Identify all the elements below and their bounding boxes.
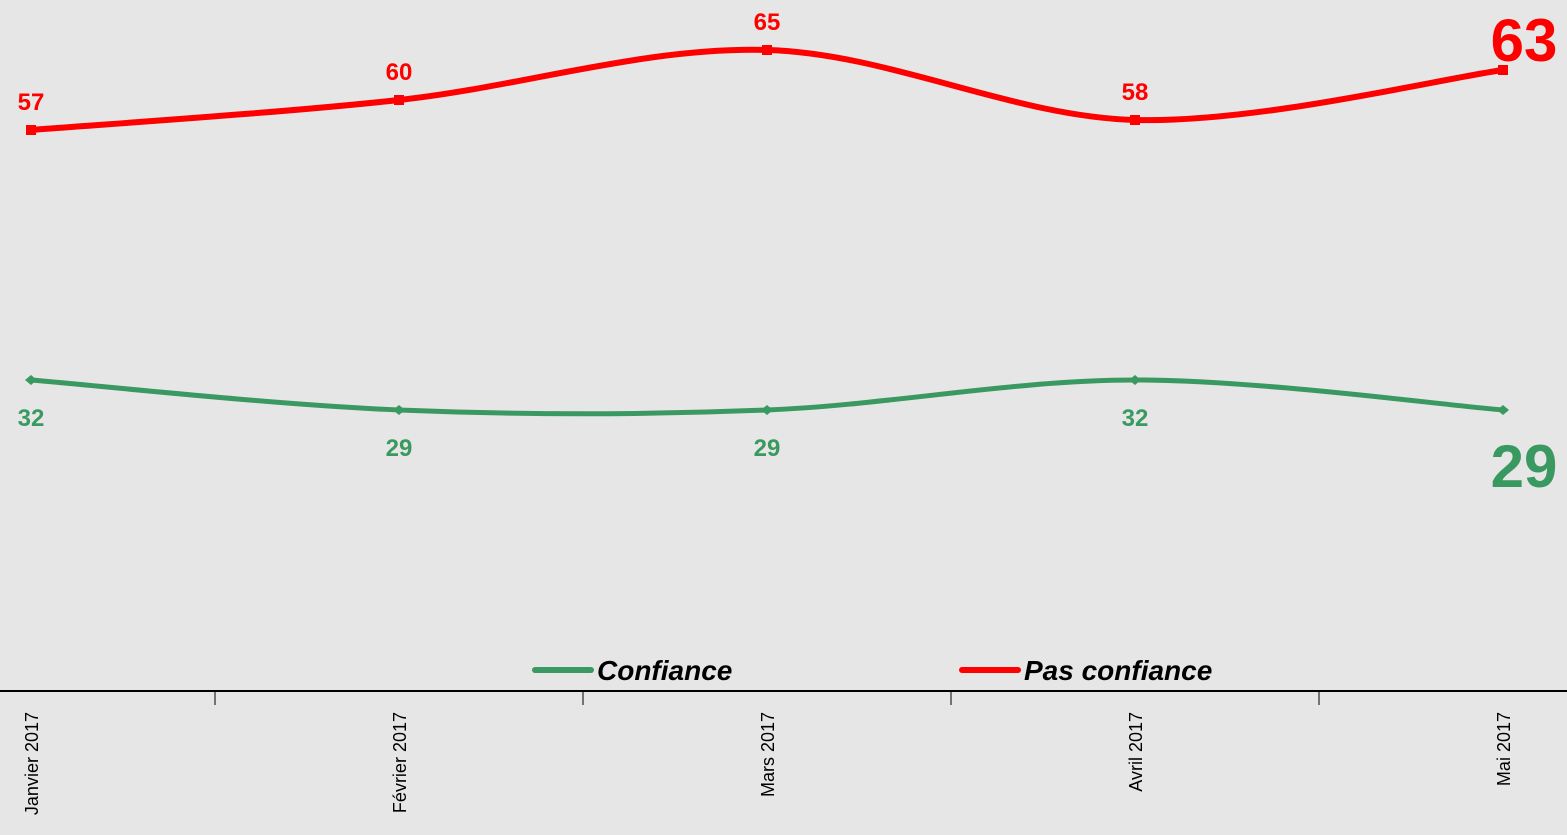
legend-label: Pas confiance <box>1024 655 1212 686</box>
data-label: 65 <box>754 9 781 36</box>
x-tick-label: Avril 2017 <box>1126 712 1146 792</box>
marker <box>761 405 773 415</box>
data-label: 32 <box>1122 405 1149 432</box>
x-tick-label: Mars 2017 <box>758 712 778 797</box>
marker <box>25 375 37 385</box>
data-label: 63 <box>1491 7 1558 74</box>
data-label: 29 <box>386 435 413 462</box>
marker <box>1497 405 1509 415</box>
legend-label: Confiance <box>597 655 732 686</box>
marker <box>26 125 36 135</box>
x-tick-label: Février 2017 <box>390 712 410 813</box>
marker <box>394 95 404 105</box>
data-label: 29 <box>1491 433 1558 500</box>
x-tick-label: Janvier 2017 <box>22 712 42 815</box>
marker <box>393 405 405 415</box>
data-label: 29 <box>754 435 781 462</box>
marker <box>762 45 772 55</box>
marker <box>1130 115 1140 125</box>
x-tick-label: Mai 2017 <box>1494 712 1514 786</box>
data-label: 60 <box>386 59 413 86</box>
marker <box>1498 65 1508 75</box>
data-label: 58 <box>1122 79 1149 106</box>
data-label: 32 <box>18 405 45 432</box>
marker <box>1129 375 1141 385</box>
data-label: 57 <box>18 89 45 116</box>
